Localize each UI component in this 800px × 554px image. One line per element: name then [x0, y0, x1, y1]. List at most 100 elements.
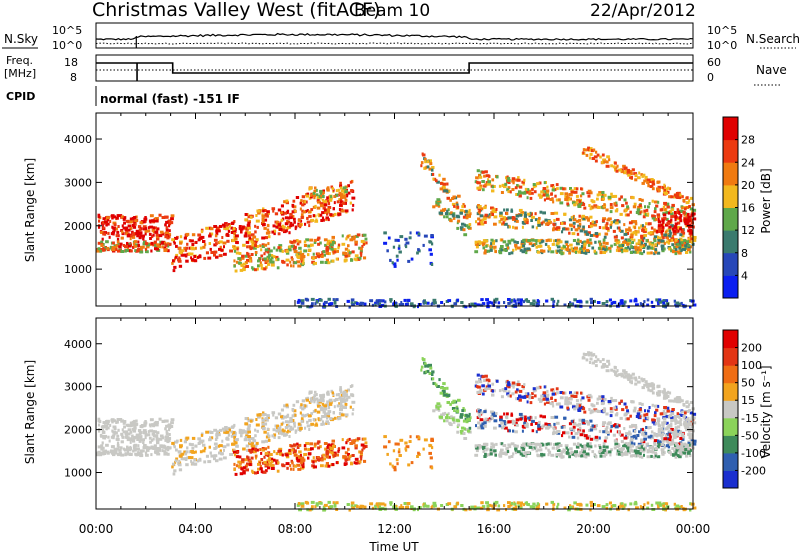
velocity-point — [121, 434, 124, 438]
power-point — [148, 232, 152, 236]
velocity-point — [428, 363, 432, 367]
power-point — [350, 301, 354, 305]
freq-label-line2: [MHz] — [4, 67, 36, 80]
power-point — [289, 221, 293, 225]
velocity-point — [239, 472, 244, 476]
power-point — [225, 223, 229, 227]
power-point — [570, 247, 573, 251]
power-point — [651, 214, 655, 218]
velocity-point — [444, 416, 449, 420]
power-point — [534, 218, 538, 222]
velocity-point — [317, 458, 321, 462]
power-point — [522, 238, 526, 242]
velocity-point — [515, 422, 518, 426]
velocity-point — [98, 429, 101, 433]
power-point — [507, 298, 511, 301]
velocity-point — [605, 453, 608, 457]
velocity-point — [303, 444, 307, 448]
power-point — [512, 225, 515, 229]
power-point — [477, 240, 481, 244]
velocity-point — [111, 434, 116, 438]
velocity-point — [325, 462, 329, 465]
power-point — [507, 186, 511, 190]
power-point — [468, 223, 472, 226]
velocity-point — [554, 415, 559, 419]
velocity-point — [575, 391, 579, 395]
velocity-point — [602, 401, 605, 405]
velocity-point — [459, 413, 464, 417]
velocity-point — [153, 444, 157, 448]
power-point — [266, 228, 270, 232]
power-point — [666, 233, 670, 237]
power-point — [154, 230, 159, 234]
power-point — [254, 230, 257, 234]
velocity-point — [475, 449, 479, 453]
velocity-point — [137, 447, 140, 451]
velocity-point — [591, 424, 595, 428]
power-point — [674, 252, 678, 256]
power-point — [443, 215, 446, 219]
velocity-point — [539, 399, 543, 403]
power-point — [678, 251, 682, 255]
velocity-point — [664, 411, 667, 415]
velocity-point — [359, 453, 363, 457]
power-point — [516, 184, 519, 187]
power-point — [620, 195, 623, 199]
power-point — [683, 238, 687, 242]
velocity-point — [499, 418, 503, 422]
velocity-point — [428, 451, 432, 455]
power-point — [579, 239, 582, 243]
power-point — [517, 192, 520, 196]
velocity-point — [146, 447, 150, 450]
y-tick-label: 2000 — [64, 220, 92, 233]
power-point — [244, 218, 248, 222]
power-point — [494, 250, 497, 254]
velocity-point — [141, 438, 145, 442]
velocity-point — [292, 451, 297, 454]
velocity-point — [578, 418, 581, 422]
power-point — [232, 247, 237, 251]
power-point — [137, 244, 140, 248]
power-point — [233, 235, 237, 239]
velocity-point — [596, 397, 600, 401]
power-point — [424, 157, 427, 161]
velocity-point — [576, 402, 580, 406]
velocity-point — [481, 375, 485, 379]
velocity-point — [555, 387, 559, 391]
velocity-point — [283, 415, 287, 419]
power-point — [552, 200, 555, 204]
power-point — [591, 220, 595, 224]
velocity-point — [320, 464, 324, 468]
velocity-point — [678, 413, 682, 417]
velocity-point — [236, 451, 239, 455]
velocity-point — [332, 411, 335, 415]
velocity-point — [237, 460, 242, 464]
power-point — [354, 242, 358, 246]
power-point — [588, 156, 591, 160]
velocity-point — [568, 422, 572, 426]
velocity-point — [319, 395, 322, 399]
velocity-point — [431, 370, 435, 374]
power-point — [439, 187, 443, 191]
power-point — [474, 250, 479, 254]
velocity-point — [205, 454, 209, 458]
power-point — [513, 240, 517, 244]
power-point — [664, 305, 667, 309]
power-point — [446, 182, 449, 186]
power-point — [263, 267, 267, 271]
power-point — [470, 302, 475, 306]
velocity-point — [564, 402, 569, 406]
velocity-point — [657, 419, 661, 422]
power-point — [277, 257, 280, 261]
power-point — [208, 234, 212, 238]
velocity-point — [550, 396, 553, 400]
power-point — [215, 255, 219, 259]
velocity-point — [531, 429, 535, 433]
power-point — [197, 238, 201, 242]
velocity-point — [613, 439, 618, 443]
power-point — [641, 224, 644, 228]
power-point — [168, 224, 171, 228]
cpid-row: CPID normal (fast) -151 IF — [6, 86, 240, 106]
power-point — [498, 220, 502, 224]
power-point — [479, 303, 484, 307]
